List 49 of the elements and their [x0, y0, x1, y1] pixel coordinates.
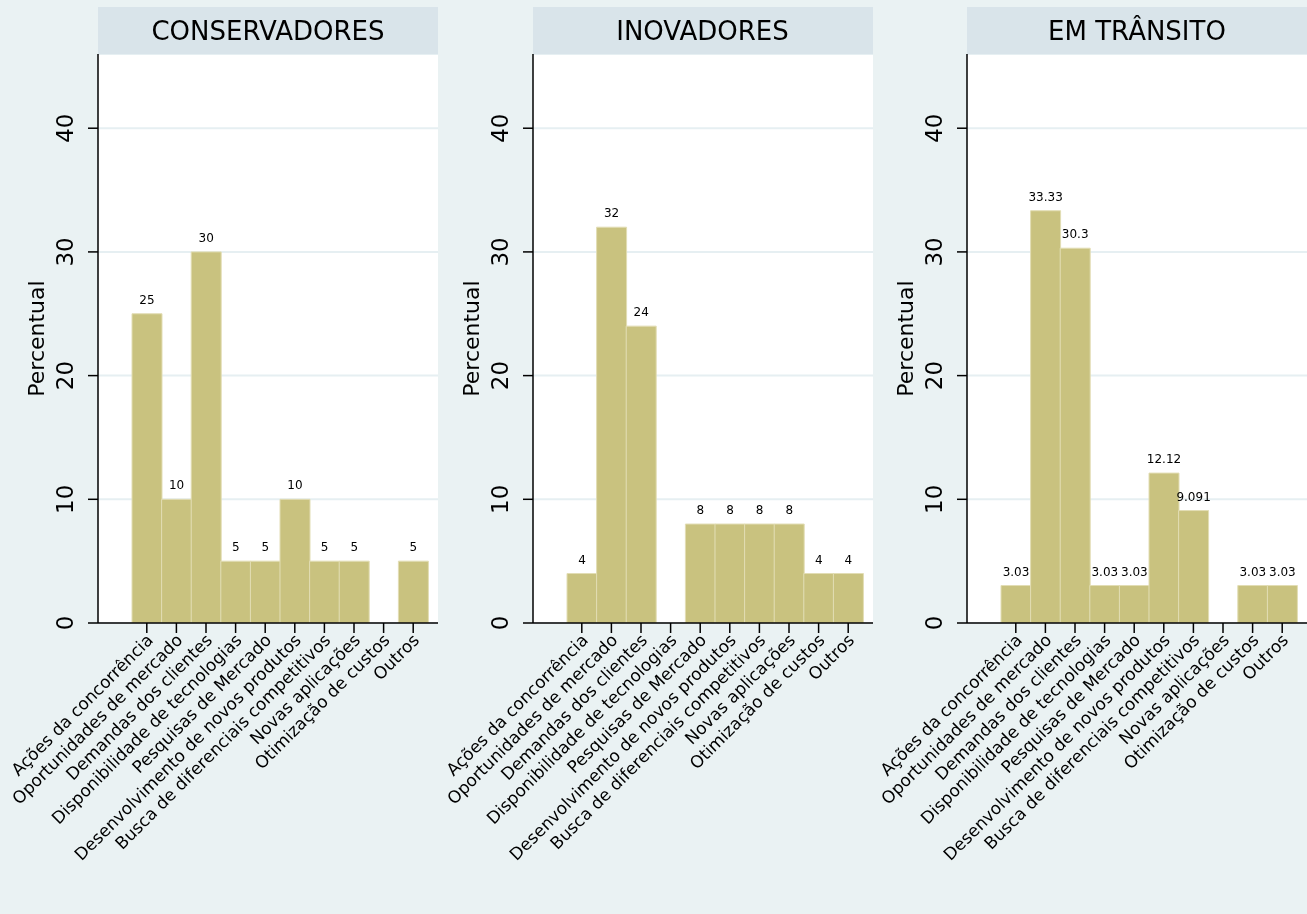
y-tick-label: 10 — [921, 484, 947, 514]
data-label: 25 — [139, 292, 155, 307]
y-tick-label: 40 — [52, 113, 78, 143]
data-label: 4 — [577, 552, 586, 567]
y-tick-label: 10 — [486, 484, 513, 514]
data-label: 5 — [261, 540, 270, 555]
data-label: 8 — [784, 503, 793, 518]
chart-title: INOVADORES — [532, 7, 873, 54]
data-label: 10 — [168, 478, 185, 493]
data-label: 5 — [350, 540, 359, 555]
chart-title: EM TRÂNSITO — [967, 7, 1307, 54]
y-tick-label: 30 — [52, 237, 78, 267]
data-label: 3.03 — [1002, 564, 1030, 579]
data-label: 30 — [198, 230, 214, 245]
data-label: 8 — [725, 503, 734, 518]
y-tick-label: 20 — [486, 360, 513, 391]
bar — [397, 560, 429, 623]
data-label: 5 — [231, 540, 240, 555]
data-label: 10 — [287, 478, 303, 493]
data-label: 3.03 — [1269, 564, 1296, 579]
data-label: 12.12 — [1146, 452, 1182, 467]
y-axis-title: Percentual — [892, 280, 918, 397]
chart-title: CONSERVADORES — [98, 7, 438, 54]
y-axis-title: Percentual — [458, 280, 484, 397]
data-label: 8 — [755, 503, 763, 518]
data-label: 32 — [603, 206, 619, 221]
data-label: 4 — [844, 552, 852, 567]
data-label: 3.03 — [1239, 564, 1267, 579]
data-label: 33.33 — [1028, 189, 1063, 204]
y-tick-label: 0 — [52, 615, 78, 631]
y-tick-label: 30 — [486, 237, 513, 267]
data-label: 5 — [409, 540, 418, 555]
data-label: 4 — [814, 552, 823, 567]
data-label: 3.03 — [1091, 564, 1119, 579]
data-label: 9.091 — [1176, 489, 1211, 504]
data-label: 5 — [320, 540, 329, 555]
y-tick-label: 40 — [921, 113, 947, 143]
y-axis-title: Percentual — [23, 280, 49, 397]
y-tick-label: 10 — [52, 484, 78, 514]
y-tick-label: 0 — [921, 615, 947, 631]
y-tick-label: 30 — [921, 237, 947, 267]
y-tick-label: 40 — [486, 113, 513, 143]
data-label: 3.03 — [1121, 564, 1148, 579]
y-tick-label: 0 — [486, 615, 513, 631]
data-label: 30.3 — [1061, 227, 1089, 242]
data-label: 24 — [633, 305, 649, 320]
y-tick-label: 20 — [52, 360, 78, 391]
data-label: 8 — [696, 503, 704, 518]
y-tick-label: 20 — [921, 360, 947, 391]
